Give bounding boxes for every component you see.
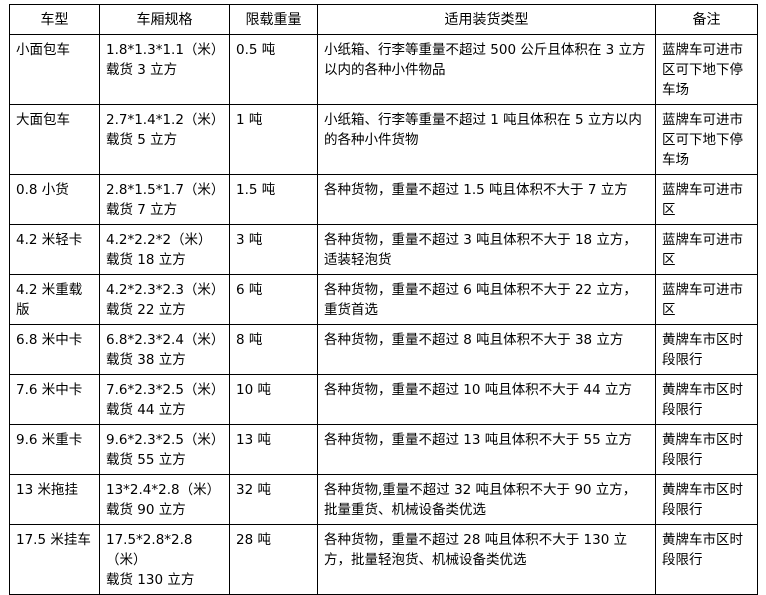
cell-vehicle-model: 小面包车 (9, 34, 100, 105)
cell-cargo-type: 各种货物，重量不超过 28 吨且体积不大于 130 立方，批量轻泡货、机械设备类… (317, 524, 656, 595)
capacity-line: 载货 18 立方 (106, 252, 186, 268)
table-row: 17.5 米挂车 17.5*2.8*2.8（米） 载货 130 立方 28 吨各种货物… (9, 524, 758, 595)
cell-vehicle-model: 4.2 米轻卡 (9, 224, 100, 275)
cell-remark: 蓝牌车可进市区 (655, 174, 758, 225)
cell-load-limit: 3 吨 (229, 224, 318, 275)
cell-compartment-dimensions: 2.8*1.5*1.7（米） 载货 7 立方 (99, 174, 230, 225)
cell-compartment-dimensions: 2.7*1.4*1.2（米） 载货 5 立方 (99, 104, 230, 175)
cell-cargo-type: 各种货物，重量不超过 1.5 吨且体积不大于 7 立方 (317, 174, 656, 225)
cell-remark: 蓝牌车可进市区可下地下停车场 (655, 104, 758, 175)
table-header: 车型 车厢规格 限载重量 适用装货类型 备注 (9, 4, 758, 35)
cell-compartment-dimensions: 17.5*2.8*2.8（米） 载货 130 立方 (99, 524, 230, 595)
cell-vehicle-model: 大面包车 (9, 104, 100, 175)
column-header-remark: 备注 (655, 4, 758, 35)
capacity-line: 载货 90 立方 (106, 502, 186, 518)
table-body: 小面包车 1.8*1.3*1.1（米） 载货 3 立方 0.5 吨小纸箱、行李等重量不… (9, 34, 758, 595)
dimension-line: 2.8*1.5*1.7（米） (106, 182, 225, 198)
column-header-weight: 限载重量 (229, 4, 318, 35)
cell-load-limit: 1 吨 (229, 104, 318, 175)
cell-remark: 黄牌车市区时段限行 (655, 474, 758, 525)
cell-cargo-type: 小纸箱、行李等重量不超过 1 吨且体积在 5 立方以内的各种小件货物 (317, 104, 656, 175)
capacity-line: 载货 7 立方 (106, 202, 178, 218)
cell-load-limit: 10 吨 (229, 374, 318, 425)
cell-cargo-type: 各种货物，重量不超过 3 吨且体积不大于 18 立方，适装轻泡货 (317, 224, 656, 275)
cell-vehicle-model: 7.6 米中卡 (9, 374, 100, 425)
cell-vehicle-model: 0.8 小货 (9, 174, 100, 225)
dimension-line: 9.6*2.3*2.5（米） (106, 432, 225, 448)
table-row: 13 米拖挂 13*2.4*2.8（米） 载货 90 立方 32 吨各种货物,重量不超… (9, 474, 758, 525)
cell-vehicle-model: 9.6 米重卡 (9, 424, 100, 475)
capacity-line: 载货 38 立方 (106, 352, 186, 368)
cell-compartment-dimensions: 7.6*2.3*2.5（米） 载货 44 立方 (99, 374, 230, 425)
cell-compartment-dimensions: 13*2.4*2.8（米） 载货 90 立方 (99, 474, 230, 525)
table-row: 4.2 米重载版 4.2*2.3*2.3（米） 载货 22 立方 6 吨各种货物，重量… (9, 274, 758, 325)
table-row: 6.8 米中卡 6.8*2.3*2.4（米） 载货 38 立方 8 吨各种货物，重量不… (9, 324, 758, 375)
vehicle-spec-table: 车型 车厢规格 限载重量 适用装货类型 备注 小面包车 1.8*1.3*1.1（米… (9, 4, 758, 595)
cell-compartment-dimensions: 4.2*2.2*2（米） 载货 18 立方 (99, 224, 230, 275)
document-page: 车型 车厢规格 限载重量 适用装货类型 备注 小面包车 1.8*1.3*1.1（米… (0, 4, 766, 595)
capacity-line: 载货 55 立方 (106, 452, 186, 468)
capacity-line: 载货 130 立方 (106, 572, 195, 588)
column-header-model: 车型 (9, 4, 100, 35)
cell-load-limit: 13 吨 (229, 424, 318, 475)
cell-cargo-type: 各种货物，重量不超过 10 吨且体积不大于 44 立方 (317, 374, 656, 425)
capacity-line: 载货 3 立方 (106, 62, 178, 78)
dimension-line: 6.8*2.3*2.4（米） (106, 332, 225, 348)
table-row: 9.6 米重卡 9.6*2.3*2.5（米） 载货 55 立方 13 吨各种货物，重量… (9, 424, 758, 475)
cell-cargo-type: 各种货物，重量不超过 6 吨且体积不大于 22 立方，重货首选 (317, 274, 656, 325)
cell-vehicle-model: 6.8 米中卡 (9, 324, 100, 375)
cell-cargo-type: 各种货物，重量不超过 8 吨且体积不大于 38 立方 (317, 324, 656, 375)
cell-vehicle-model: 13 米拖挂 (9, 474, 100, 525)
dimension-line: 13*2.4*2.8（米） (106, 482, 221, 498)
cell-load-limit: 8 吨 (229, 324, 318, 375)
cell-compartment-dimensions: 1.8*1.3*1.1（米） 载货 3 立方 (99, 34, 230, 105)
cell-load-limit: 0.5 吨 (229, 34, 318, 105)
table-row: 7.6 米中卡 7.6*2.3*2.5（米） 载货 44 立方 10 吨各种货物，重量… (9, 374, 758, 425)
cell-vehicle-model: 4.2 米重载版 (9, 274, 100, 325)
cell-remark: 黄牌车市区时段限行 (655, 374, 758, 425)
cell-remark: 黄牌车市区时段限行 (655, 324, 758, 375)
cell-load-limit: 28 吨 (229, 524, 318, 595)
cell-load-limit: 1.5 吨 (229, 174, 318, 225)
table-row: 小面包车 1.8*1.3*1.1（米） 载货 3 立方 0.5 吨小纸箱、行李等重量不… (9, 34, 758, 105)
cell-remark: 蓝牌车可进市区 (655, 274, 758, 325)
cell-vehicle-model: 17.5 米挂车 (9, 524, 100, 595)
cell-remark: 蓝牌车可进市区 (655, 224, 758, 275)
dimension-line: 2.7*1.4*1.2（米） (106, 112, 225, 128)
dimension-line: 17.5*2.8*2.8（米） (106, 532, 193, 568)
cell-compartment-dimensions: 6.8*2.3*2.4（米） 载货 38 立方 (99, 324, 230, 375)
cell-remark: 黄牌车市区时段限行 (655, 524, 758, 595)
cell-load-limit: 32 吨 (229, 474, 318, 525)
cell-compartment-dimensions: 9.6*2.3*2.5（米） 载货 55 立方 (99, 424, 230, 475)
capacity-line: 载货 5 立方 (106, 132, 178, 148)
dimension-line: 4.2*2.2*2（米） (106, 232, 212, 248)
cell-cargo-type: 各种货物,重量不超过 32 吨且体积不大于 90 立方，批量重货、机械设备类优选 (317, 474, 656, 525)
dimension-line: 1.8*1.3*1.1（米） (106, 42, 225, 58)
cell-load-limit: 6 吨 (229, 274, 318, 325)
dimension-line: 4.2*2.3*2.3（米） (106, 282, 225, 298)
capacity-line: 载货 22 立方 (106, 302, 186, 318)
cell-compartment-dimensions: 4.2*2.3*2.3（米） 载货 22 立方 (99, 274, 230, 325)
cell-remark: 蓝牌车可进市区可下地下停车场 (655, 34, 758, 105)
table-row: 0.8 小货 2.8*1.5*1.7（米） 载货 7 立方 1.5 吨各种货物，重量不… (9, 174, 758, 225)
capacity-line: 载货 44 立方 (106, 402, 186, 418)
cell-cargo-type: 各种货物，重量不超过 13 吨且体积不大于 55 立方 (317, 424, 656, 475)
dimension-line: 7.6*2.3*2.5（米） (106, 382, 225, 398)
column-header-dims: 车厢规格 (99, 4, 230, 35)
table-header-row: 车型 车厢规格 限载重量 适用装货类型 备注 (9, 4, 758, 35)
cell-remark: 黄牌车市区时段限行 (655, 424, 758, 475)
table-row: 大面包车 2.7*1.4*1.2（米） 载货 5 立方 1 吨小纸箱、行李等重量不超过… (9, 104, 758, 175)
column-header-cargo: 适用装货类型 (317, 4, 656, 35)
cell-cargo-type: 小纸箱、行李等重量不超过 500 公斤且体积在 3 立方以内的各种小件物品 (317, 34, 656, 105)
table-row: 4.2 米轻卡 4.2*2.2*2（米） 载货 18 立方 3 吨各种货物，重量不超过… (9, 224, 758, 275)
